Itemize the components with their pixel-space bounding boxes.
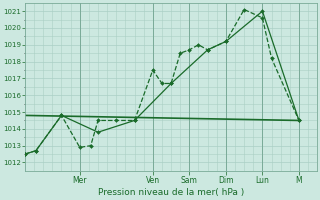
X-axis label: Pression niveau de la mer( hPa ): Pression niveau de la mer( hPa ) <box>98 188 244 197</box>
